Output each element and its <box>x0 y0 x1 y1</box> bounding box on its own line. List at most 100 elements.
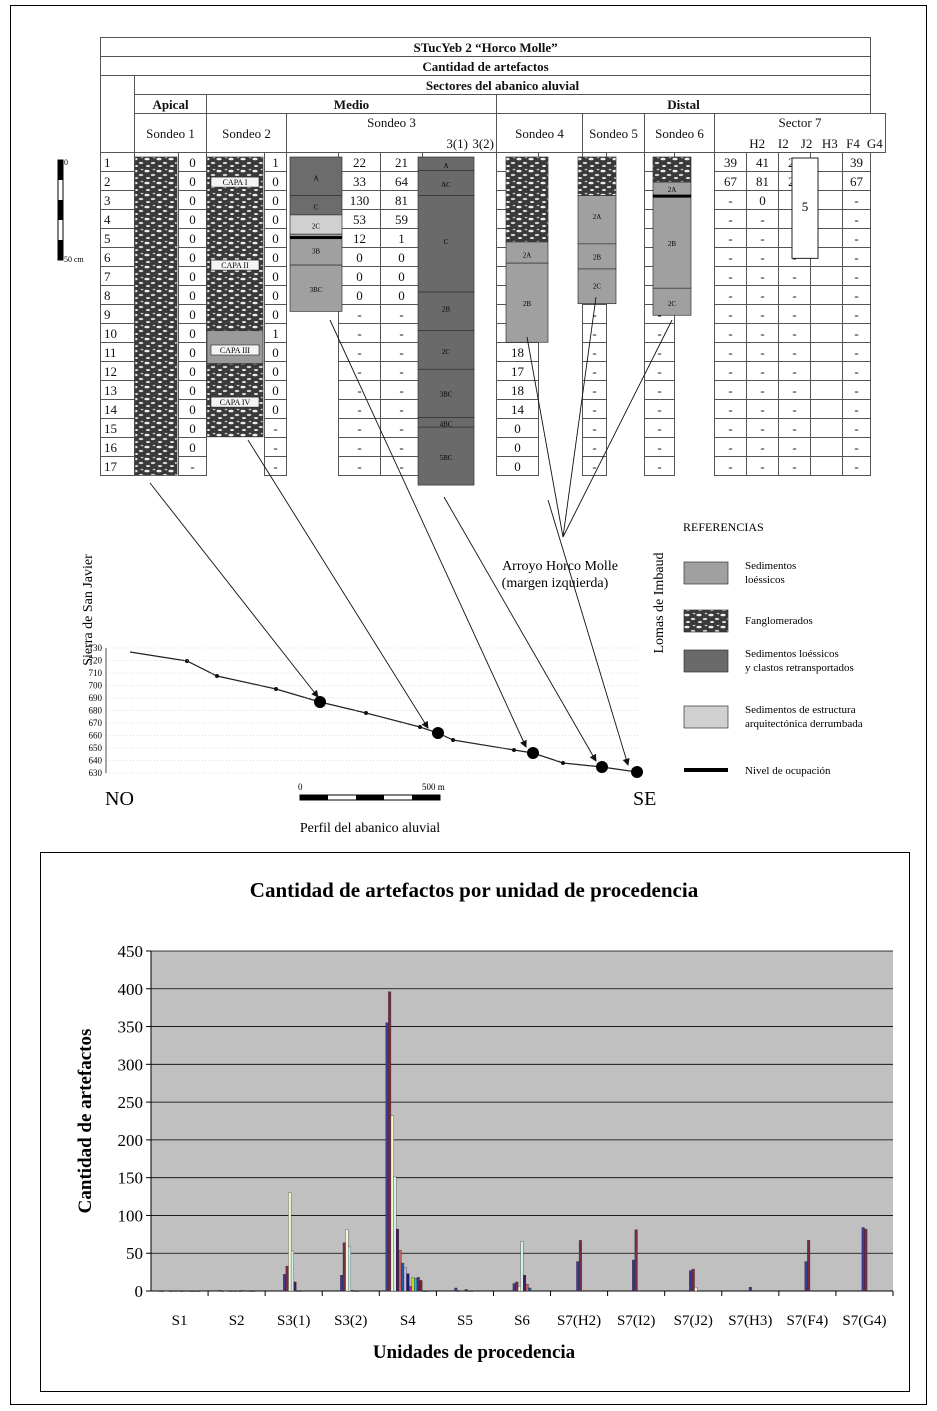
x-tick-label: S7(H2) <box>557 1313 601 1329</box>
sondeo-marker <box>314 696 326 708</box>
legend-swatch <box>683 705 729 729</box>
sondeo4-layer-label: 2B <box>442 306 451 314</box>
bar <box>525 1284 529 1292</box>
sondeo3-layer-label: A <box>313 174 318 182</box>
capa-label: CAPA III <box>220 346 250 355</box>
header-sondeo-3: Sondeo 3 <box>367 115 416 130</box>
lomas-label: Lomas de Imbaud <box>652 552 667 653</box>
sondeo5-layer-label: 2B <box>523 300 532 308</box>
arroyo-line <box>562 319 673 538</box>
sondeo4-layer <box>417 368 475 418</box>
cell-f4: - <box>841 323 872 343</box>
sondeo6-layer <box>577 243 617 270</box>
bar <box>523 1274 527 1292</box>
bar <box>296 1290 300 1292</box>
sondeo2-column <box>206 156 264 438</box>
sector7-layer <box>652 195 692 289</box>
bar <box>403 1267 407 1292</box>
bar <box>576 1261 580 1292</box>
bar <box>187 1290 191 1292</box>
header-s7-h3: H3 <box>821 136 838 151</box>
arroyo-label-2: (margen izquierda) <box>502 576 609 591</box>
header-sondeo-1: Sondeo 1 <box>134 113 207 153</box>
legend-label: Nivel de ocupación <box>745 765 831 777</box>
header-sondeo-5: Sondeo 5 <box>582 113 645 153</box>
legend-label: arquitectónica derrumbada <box>745 718 863 730</box>
col-s7 <box>674 456 715 476</box>
scale-bar-segment <box>356 795 384 800</box>
legend-label: Fanglomerados <box>745 615 813 627</box>
bar <box>689 1270 693 1292</box>
header-s7-j2: J2 <box>800 136 813 151</box>
x-axis-label: Unidades de procedencia <box>373 1342 576 1363</box>
bar <box>189 1290 193 1292</box>
col-s5 <box>538 399 583 419</box>
capa-box <box>210 259 260 271</box>
header-sondeo-6: Sondeo 6 <box>644 113 715 153</box>
sondeo3-layer-label: 3BC <box>310 286 323 294</box>
cell-f4: - <box>841 456 872 476</box>
sector7-layer <box>652 287 692 316</box>
capa-label: CAPA IV <box>220 398 251 407</box>
bar <box>634 1229 638 1292</box>
col-s7 <box>674 380 715 400</box>
bar <box>807 1240 811 1292</box>
bar <box>408 1286 412 1292</box>
scale-500: 500 m <box>422 782 445 792</box>
bar <box>161 1290 165 1292</box>
bar <box>340 1274 344 1292</box>
sondeo6-layer <box>577 195 617 245</box>
bar <box>168 1290 172 1292</box>
sondeo4-layer <box>417 291 475 332</box>
bar <box>184 1290 188 1292</box>
bar <box>411 1277 415 1292</box>
header-sondeo-2: Sondeo 2 <box>206 113 287 153</box>
capa-label: CAPA II <box>221 261 249 270</box>
col-s7 <box>674 399 715 419</box>
col-s6 <box>606 323 645 343</box>
legend-label: Sedimentos de estructura <box>745 704 856 716</box>
sondeo-marker <box>432 727 444 739</box>
sondeo4-layer <box>417 426 475 486</box>
bar <box>401 1262 405 1292</box>
occupation-level <box>290 236 342 240</box>
bar <box>578 1240 582 1292</box>
sondeo3-layer-label: C <box>314 203 319 211</box>
y-tick-label: 50 <box>126 1244 143 1263</box>
sierra-label: Sierra de San Javier <box>81 554 96 666</box>
sondeo5-layer <box>505 262 549 343</box>
bar <box>220 1290 224 1292</box>
cell-s4: 18 <box>496 342 539 362</box>
col-s7 <box>674 437 715 457</box>
x-tick-label: S1 <box>172 1313 188 1329</box>
x-tick-label: S7(H3) <box>728 1313 772 1329</box>
bar <box>467 1290 471 1292</box>
y-tick-label: 150 <box>118 1169 144 1188</box>
y-tick-label: 450 <box>118 942 144 961</box>
cell-s3b: 21 <box>380 152 423 172</box>
scale-bar-segment <box>412 795 440 800</box>
bar <box>462 1290 466 1292</box>
sondeo4-layer-label: C <box>444 238 449 246</box>
col-s3 <box>286 418 339 438</box>
bar <box>414 1278 418 1292</box>
bar <box>241 1290 245 1292</box>
y-tick-label: 200 <box>118 1131 144 1150</box>
bar <box>171 1290 175 1292</box>
col-s7 <box>674 323 715 343</box>
bar <box>166 1290 170 1292</box>
no-label: NO <box>105 788 134 810</box>
cell-s3b: 59 <box>380 209 423 229</box>
bar <box>419 1280 423 1292</box>
elevation-tick: 670 <box>89 718 103 728</box>
bar <box>226 1290 229 1292</box>
bar <box>632 1259 636 1292</box>
col-s5 <box>538 380 583 400</box>
x-tick-label: S7(J2) <box>674 1313 713 1329</box>
sondeo4-layer-label: AC <box>441 181 451 189</box>
col-s6 <box>606 361 645 381</box>
elevation-tick: 720 <box>89 656 103 666</box>
sondeo-marker <box>596 761 608 773</box>
elevation-tick: 630 <box>89 768 103 778</box>
sondeo4-layer-label: 3BC <box>440 390 453 398</box>
